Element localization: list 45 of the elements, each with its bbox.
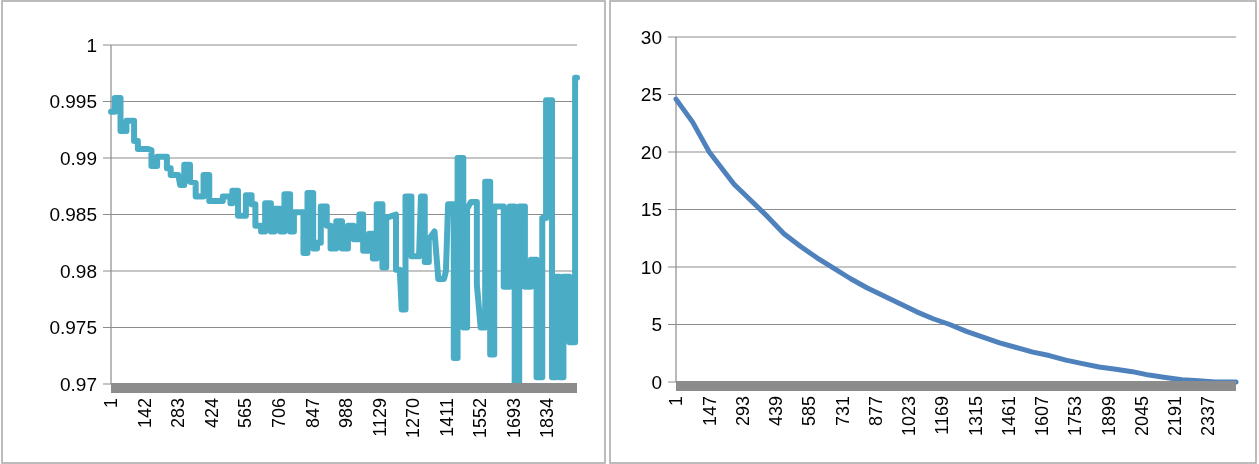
x-tick-label: 2191 — [1165, 396, 1186, 437]
x-tick-label: 1693 — [503, 398, 524, 439]
x-tick-label: 424 — [201, 398, 222, 429]
x-tick-label: 293 — [732, 396, 753, 427]
x-tick-label: 1 — [101, 398, 122, 409]
x-tick-label: 2337 — [1198, 396, 1219, 437]
y-tick-label: 25 — [640, 84, 662, 106]
x-tick-label: 847 — [302, 398, 323, 429]
x-tick-label: 731 — [832, 396, 853, 427]
x-tick-label: 988 — [336, 398, 357, 429]
x-tick-label: 1899 — [1098, 396, 1119, 437]
y-tick-label: 0.975 — [49, 317, 97, 339]
x-tick-label: 1 — [666, 396, 687, 407]
y-tick-label: 20 — [640, 141, 662, 163]
x-tick-label: 565 — [235, 398, 256, 429]
x-tick-label: 1169 — [932, 396, 953, 435]
y-tick-label: 0 — [651, 371, 662, 393]
x-tick-label: 1270 — [403, 398, 424, 439]
y-tick-label: 10 — [640, 256, 662, 278]
x-tick-label: 1607 — [1032, 396, 1053, 437]
x-tick-label: 439 — [766, 396, 787, 427]
x-tick-label: 585 — [799, 396, 820, 427]
y-tick-label: 0.985 — [49, 204, 97, 226]
y-tick-label: 0.995 — [49, 91, 97, 113]
x-tick-label: 1552 — [470, 398, 491, 439]
x-tick-label: 706 — [269, 398, 289, 429]
y-tick-label: 0.97 — [60, 373, 97, 395]
x-tick-label: 1411 — [436, 398, 457, 437]
x-tick-label: 142 — [134, 398, 155, 429]
x-tick-label: 283 — [168, 398, 189, 429]
x-tick-label: 1834 — [537, 398, 558, 439]
y-tick-label: 0.98 — [60, 260, 97, 282]
y-tick-label: 30 — [640, 26, 662, 48]
x-tick-label: 1315 — [965, 396, 986, 437]
y-tick-label: 1 — [86, 34, 97, 56]
x-tick-label: 2045 — [1131, 396, 1152, 437]
x-tick-label: 147 — [699, 396, 720, 427]
y-tick-label: 0.99 — [60, 147, 97, 169]
y-tick-label: 15 — [640, 199, 662, 221]
x-tick-label: 1753 — [1065, 396, 1086, 437]
x-tick-label: 1023 — [899, 396, 920, 437]
x-tick-label: 1129 — [369, 398, 390, 437]
x-tick-label: 877 — [865, 396, 886, 427]
y-tick-label: 5 — [651, 314, 662, 336]
x-tick-label: 1461 — [998, 396, 1019, 437]
